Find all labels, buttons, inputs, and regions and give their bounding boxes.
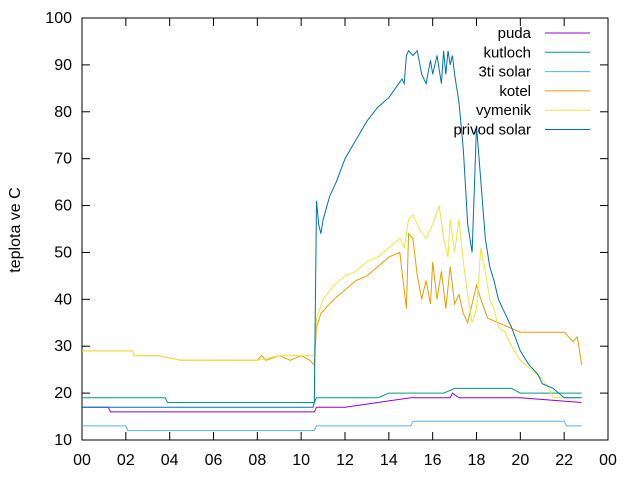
series-line-5 <box>82 49 582 408</box>
x-tick-label: 10 <box>292 452 310 469</box>
legend: puda kutloch 3ti solar kotel vymenik privod s… <box>453 25 590 139</box>
legend-label-3: kotel <box>499 83 531 100</box>
legend-label-2: 3ti solar <box>478 64 531 81</box>
y-tick-label: 20 <box>54 385 72 402</box>
series-lines <box>82 49 583 432</box>
x-axis: 00 02 04 06 08 10 12 14 16 18 20 22 00 <box>73 18 617 469</box>
y-tick-label: 10 <box>54 432 72 449</box>
plot-frame <box>81 17 609 441</box>
y-tick-label: 100 <box>45 10 72 27</box>
x-tick-label: 12 <box>336 452 354 469</box>
x-tick-label: 16 <box>424 452 442 469</box>
y-tick-label: 80 <box>54 104 72 121</box>
legend-label-5: privod solar <box>453 122 531 139</box>
y-tick-label: 50 <box>54 244 72 261</box>
x-tick-label: 02 <box>117 452 135 469</box>
x-tick-label: 00 <box>73 452 91 469</box>
series-line-4 <box>82 205 582 399</box>
legend-label-1: kutloch <box>483 44 531 61</box>
x-tick-label: 08 <box>248 452 266 469</box>
y-tick-label: 70 <box>54 151 72 168</box>
y-tick-label: 30 <box>54 338 72 355</box>
series-line-3 <box>82 232 583 367</box>
series-line-2 <box>82 420 582 432</box>
x-tick-label: 18 <box>468 452 486 469</box>
x-tick-label: 20 <box>511 452 529 469</box>
y-tick-label: 60 <box>54 198 72 215</box>
y-tick-label: 90 <box>54 57 72 74</box>
x-tick-label: 06 <box>205 452 223 469</box>
y-axis: 10 20 30 40 50 60 70 80 90 100 <box>45 10 608 449</box>
legend-label-0: puda <box>498 25 532 42</box>
x-tick-label: 14 <box>380 452 398 469</box>
series-line-0 <box>82 392 582 413</box>
x-tick-label: 00 <box>599 452 617 469</box>
legend-label-4: vymenik <box>476 102 532 119</box>
y-axis-label: teplota ve C <box>7 187 24 272</box>
x-tick-label: 04 <box>161 452 179 469</box>
y-tick-label: 40 <box>54 291 72 308</box>
x-tick-label: 22 <box>555 452 573 469</box>
series-line-1 <box>82 387 582 403</box>
